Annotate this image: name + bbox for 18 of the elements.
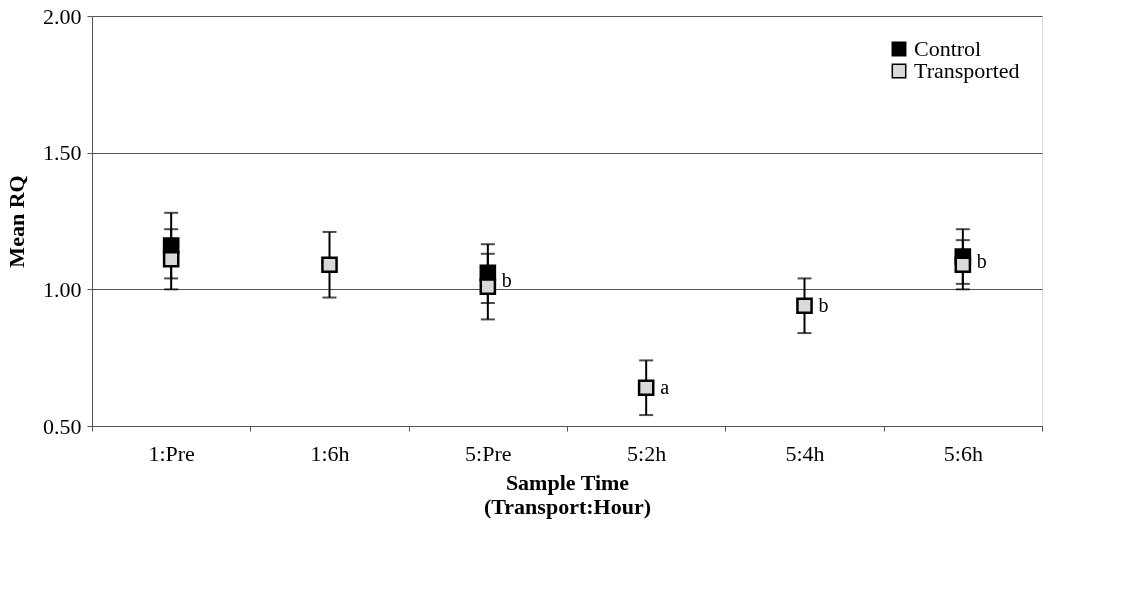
x-tick-label: 5:Pre bbox=[465, 440, 512, 466]
legend-label: Control bbox=[914, 36, 982, 61]
legend-label: Transported bbox=[914, 58, 1020, 83]
y-tick-label: 0.50 bbox=[43, 413, 82, 439]
annotation: b bbox=[818, 293, 829, 316]
x-tick-label: 5:4h bbox=[785, 440, 825, 466]
y-axis-title: Mean RQ bbox=[4, 175, 29, 268]
annotation: b bbox=[501, 269, 512, 292]
annotation: a bbox=[660, 375, 670, 398]
x-tick-label: 5:2h bbox=[627, 440, 667, 466]
y-tick-label: 2.00 bbox=[43, 3, 82, 29]
x-axis-title: Sample Time (Transport:Hour) bbox=[483, 469, 652, 519]
annotation: b bbox=[976, 250, 987, 272]
y-tick-label: 1.00 bbox=[43, 276, 82, 302]
y-tick-label: 1.50 bbox=[43, 140, 82, 166]
x-tick-label: 5:6h bbox=[943, 440, 983, 466]
x-tick-label: 1:Pre bbox=[148, 440, 195, 466]
x-tick-label: 1:6h bbox=[310, 440, 350, 466]
